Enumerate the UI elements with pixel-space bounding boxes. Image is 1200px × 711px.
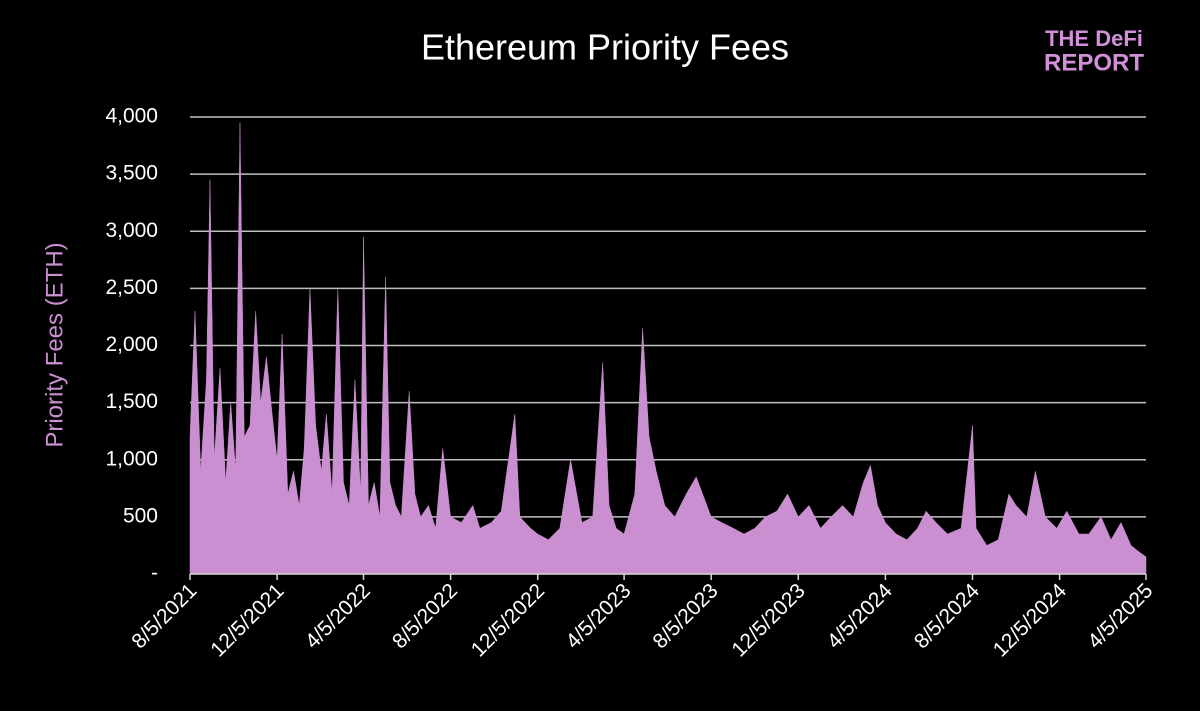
y-tick-label: 2,500	[105, 276, 158, 299]
logo-line: REPORT	[1044, 49, 1144, 76]
y-tick-label: -	[151, 562, 158, 585]
y-tick-label: 3,500	[105, 162, 158, 185]
chart-title: Ethereum Priority Fees	[421, 27, 789, 68]
x-tick-label: 8/5/2024	[910, 579, 984, 653]
y-tick-label: 2,000	[105, 333, 158, 356]
area	[189, 122, 1147, 575]
y-tick-label: 1,000	[105, 447, 158, 470]
x-tick-label: 4/5/2023	[561, 579, 635, 653]
x-tick-label: 12/5/2021	[206, 579, 288, 661]
x-tick-label: 8/5/2023	[649, 579, 723, 653]
y-axis-label: Priority Fees (ETH)	[41, 242, 68, 447]
x-tick-label: 12/5/2022	[467, 579, 549, 661]
y-tick-label: 500	[123, 504, 158, 527]
logo-line: THE DeFi	[1045, 26, 1143, 51]
y-tick-label: 4,000	[105, 105, 158, 128]
x-tick-label: 4/5/2025	[1083, 579, 1157, 653]
y-tick-label: 3,000	[105, 219, 158, 242]
x-tick-label: 12/5/2024	[989, 579, 1072, 662]
x-tick-label: 8/5/2022	[388, 579, 462, 653]
x-tick-label: 4/5/2022	[301, 579, 375, 653]
x-tick-label: 4/5/2024	[823, 579, 897, 653]
y-tick-label: 1,500	[105, 390, 158, 413]
x-tick-label: 8/5/2021	[127, 579, 201, 653]
x-tick-label: 12/5/2023	[727, 579, 809, 661]
